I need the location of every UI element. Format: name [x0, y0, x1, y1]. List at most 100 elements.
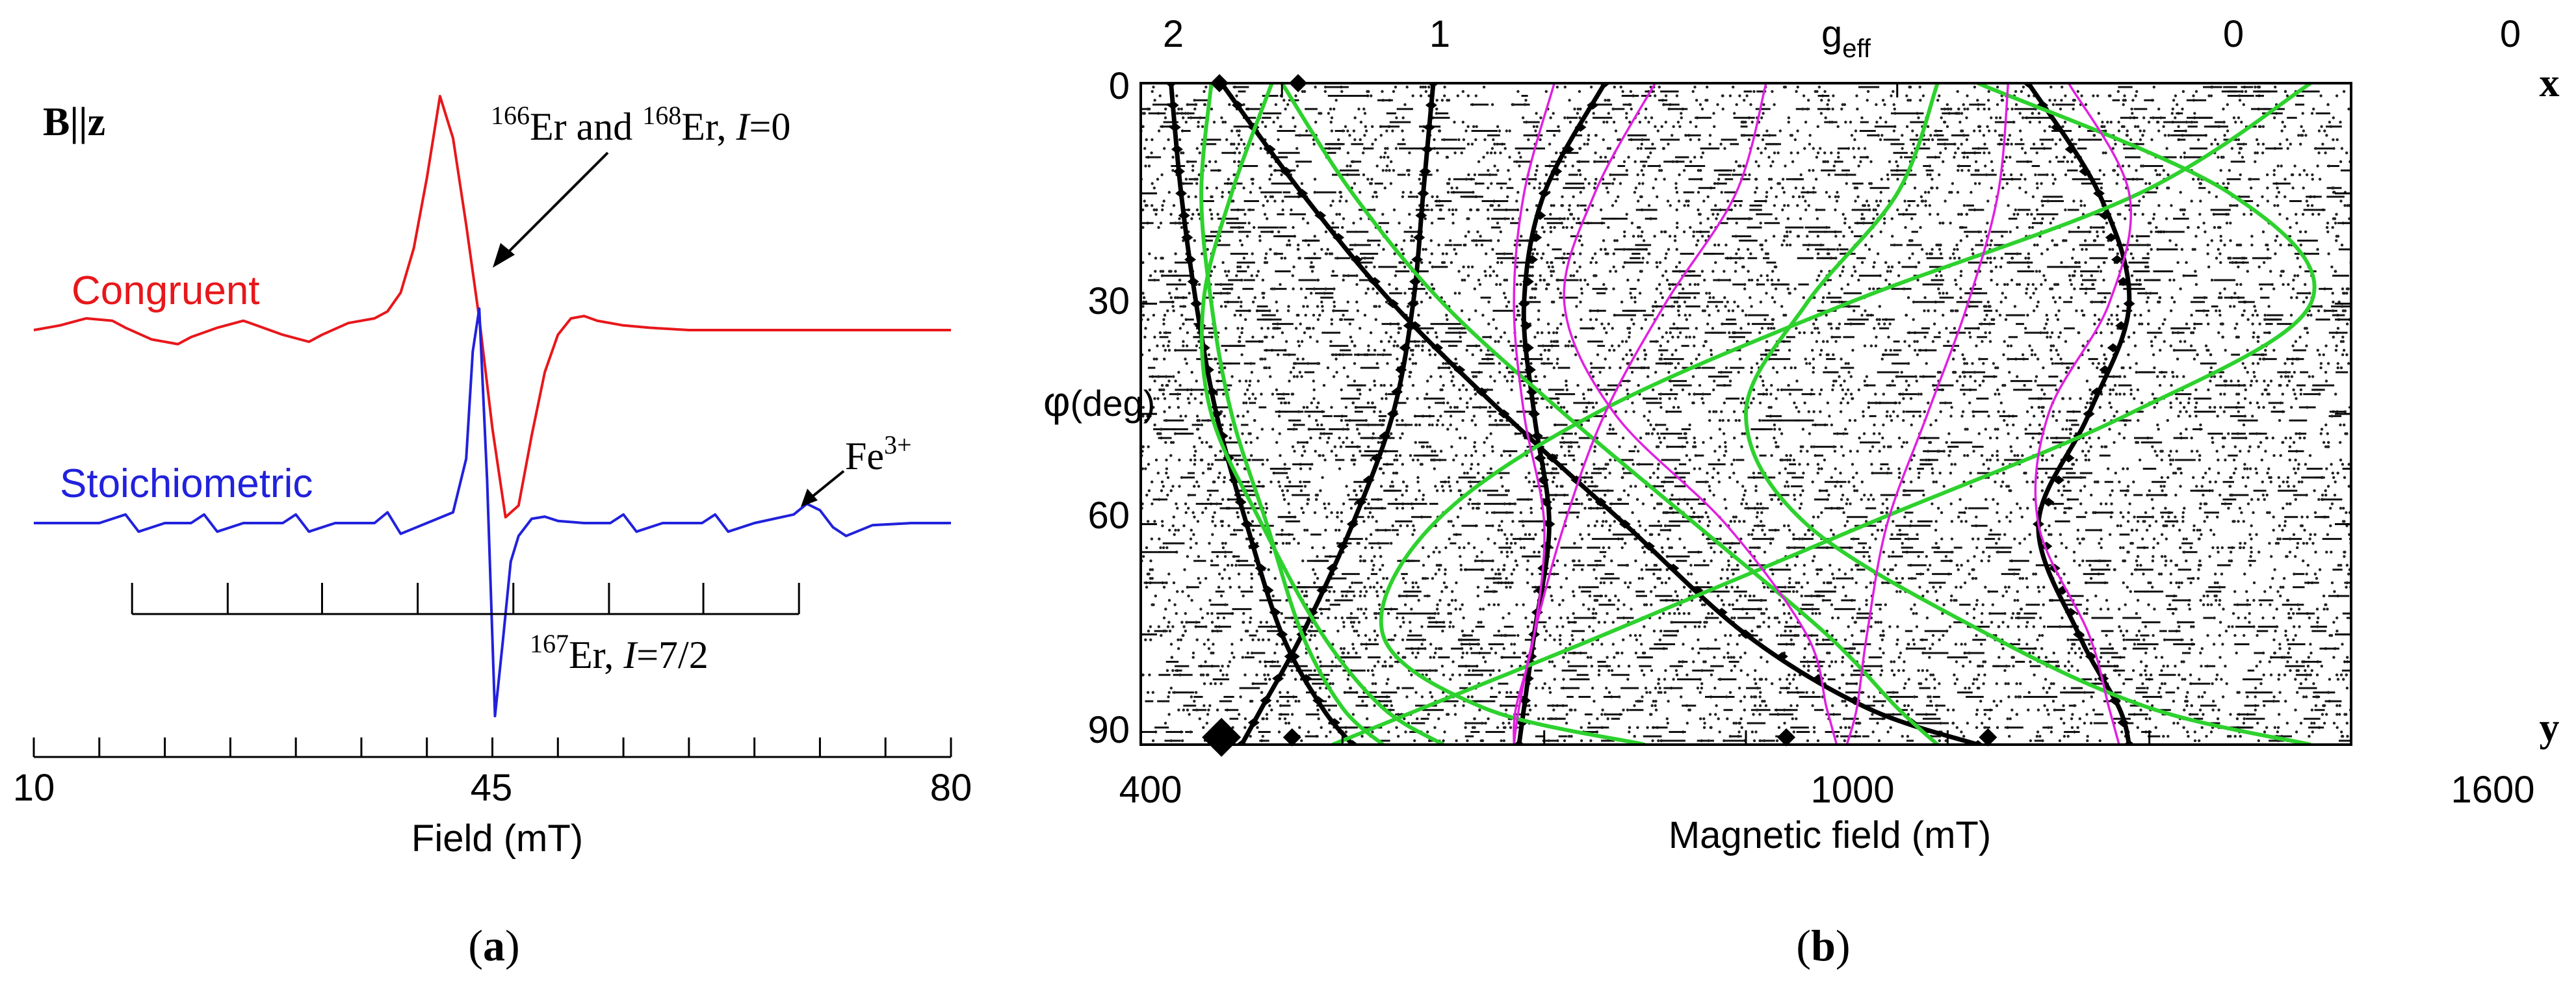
exp-dash: [2230, 384, 2246, 387]
exp-dot: [1421, 340, 1424, 343]
exp-dash: [1147, 366, 1156, 369]
exp-dot: [2006, 142, 2010, 146]
exp-dot: [1931, 340, 1935, 343]
exp-dot: [1435, 335, 1438, 339]
exp-dot: [1558, 217, 1561, 220]
exp-dot: [1542, 230, 1546, 233]
exp-dot: [1989, 257, 1992, 260]
exp-dot: [1457, 270, 1461, 273]
exp-dot: [1379, 383, 1383, 387]
exp-dot: [2124, 99, 2127, 102]
exp-dot: [1832, 379, 1836, 383]
exp-dot: [1944, 147, 1947, 150]
exp-dot: [2123, 94, 2126, 97]
exp-dot: [1717, 278, 1721, 282]
exp-dash: [1877, 371, 1899, 374]
exp-dot: [1693, 335, 1696, 339]
exp-dot: [1620, 300, 1624, 303]
exp-dot: [1292, 366, 1295, 370]
exp-dot: [1447, 99, 1451, 102]
exp-dot: [1247, 265, 1250, 268]
exp-dot: [2278, 142, 2282, 146]
exp-dot: [1589, 261, 1593, 264]
exp-dot: [1531, 265, 1534, 268]
exp-dot: [1652, 186, 1655, 190]
exp-dot: [1783, 235, 1786, 238]
exp-dot: [2221, 335, 2224, 339]
exp-dot: [1760, 151, 1763, 155]
exp-dot: [1788, 392, 1792, 396]
exp-dot: [2342, 348, 2346, 352]
exp-dot: [2190, 331, 2193, 335]
exp-dash: [2139, 371, 2155, 374]
exp-dot: [1264, 125, 1268, 128]
exp-dot: [1806, 107, 1809, 110]
exp-dot: [2093, 322, 2096, 326]
exp-dot: [1178, 138, 1182, 142]
exp-dot: [1837, 195, 1840, 198]
exp-dot: [1190, 116, 1193, 120]
exp-dot: [1221, 190, 1225, 194]
exp-dot: [1539, 278, 1542, 282]
exp-dot: [1480, 243, 1484, 247]
exp-dot: [1342, 313, 1345, 317]
exp-dash: [1232, 86, 1249, 88]
exp-dash: [1509, 344, 1531, 347]
exp-dash: [1964, 231, 1982, 233]
exp-dot: [2073, 99, 2076, 102]
exp-dot: [1877, 322, 1880, 326]
exp-dash: [1275, 270, 1291, 273]
exp-dot: [2044, 278, 2047, 282]
exp-dot: [2151, 392, 2155, 396]
exp-dash: [2143, 165, 2163, 167]
exp-dot: [1642, 239, 1646, 242]
exp-dot: [1592, 112, 1595, 115]
exp-dot: [1520, 235, 1523, 238]
exp-dot: [1727, 309, 1730, 313]
exp-dot: [1359, 327, 1362, 330]
exp-dot: [1699, 169, 1702, 172]
exp-dot: [2064, 173, 2068, 177]
exp-dot: [1936, 134, 1939, 137]
exp-dot: [1884, 278, 1888, 282]
exp-dash: [2191, 301, 2205, 303]
exp-dot: [2109, 388, 2112, 392]
exp-dot: [1889, 270, 1892, 273]
exp-dash: [1354, 406, 1375, 409]
exp-dot: [1209, 274, 1212, 277]
exp-dot: [2066, 366, 2070, 370]
exp-dot: [1570, 225, 1574, 229]
exp-dot: [1207, 353, 1211, 357]
panel-caption-a: (a): [468, 921, 519, 970]
exp-dash: [1659, 362, 1671, 365]
exp-dot: [1591, 375, 1595, 378]
exp-dash: [1919, 376, 1936, 378]
exp-dot: [1320, 112, 1323, 115]
exp-dot: [1905, 388, 1908, 392]
exp-dot: [1970, 190, 1973, 194]
exp-dot: [1761, 138, 1765, 142]
exp-dot: [1855, 186, 1859, 190]
exp-dot: [2332, 116, 2335, 120]
exp-dot: [2144, 182, 2148, 185]
exp-dot: [1149, 274, 1152, 277]
exp-dot: [1870, 235, 1873, 238]
exp-dash: [1956, 301, 1974, 303]
exp-dot: [2319, 366, 2322, 370]
exp-dot: [1476, 230, 1479, 233]
exp-dash: [1864, 384, 1876, 387]
exp-dash: [1295, 134, 1317, 136]
exp-dot: [1812, 357, 1815, 361]
exp-dash: [2214, 213, 2230, 216]
exp-dash: [1695, 116, 1711, 119]
exp-dot: [1436, 195, 1439, 198]
exp-dot: [1141, 112, 1145, 115]
exp-dot: [1462, 265, 1465, 268]
exp-dash: [1621, 95, 1639, 97]
exp-dot: [1419, 182, 1423, 185]
exp-dot: [1305, 405, 1309, 409]
exp-dot: [2343, 292, 2346, 295]
exp-dash: [1233, 125, 1256, 128]
exp-dot: [1705, 292, 1708, 295]
exp-dash: [2089, 257, 2108, 259]
